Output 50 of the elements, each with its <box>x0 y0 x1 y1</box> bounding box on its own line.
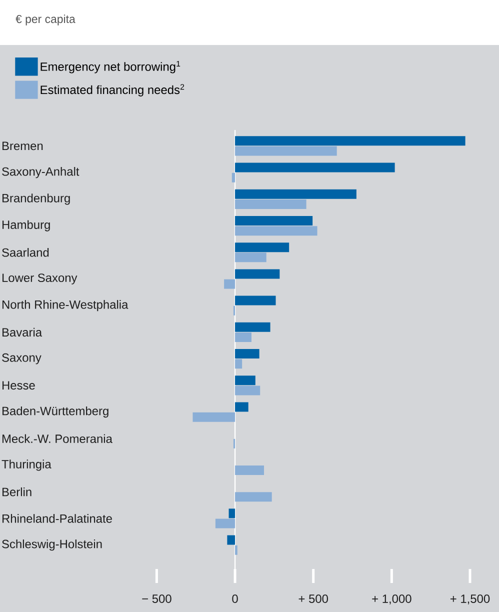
y-tick-label: Hesse <box>2 381 35 390</box>
x-tick-label: + 500 <box>298 594 328 603</box>
y-tick-label: Brandenburg <box>2 194 70 205</box>
x-tick-label: 0 <box>232 594 238 603</box>
bar <box>235 252 266 262</box>
bar <box>224 279 236 289</box>
bar <box>235 332 252 342</box>
y-tick-label: North Rhine-Westphalia <box>2 300 128 312</box>
bar <box>235 386 260 396</box>
bar <box>235 349 260 359</box>
x-tick-label: + 1,500 <box>450 594 490 604</box>
y-tick-label: Thuringia <box>2 460 52 471</box>
bar <box>235 269 280 279</box>
x-tick-label: + 1,000 <box>372 594 412 604</box>
y-tick-label: Saxony-Anhalt <box>2 167 80 178</box>
bar <box>235 359 242 369</box>
bar <box>235 322 270 332</box>
y-tick-label: Meck.-W. Pomerania <box>2 434 112 444</box>
bar <box>235 466 264 476</box>
bar <box>227 535 236 545</box>
bar <box>235 216 313 226</box>
bar <box>235 402 248 412</box>
y-tick-label: Rhineland-Palatinate <box>2 514 112 523</box>
y-tick-label: Saxony <box>2 353 42 364</box>
bar <box>235 376 256 386</box>
y-tick-label: Hamburg <box>2 220 50 232</box>
bar <box>235 162 395 172</box>
bar <box>215 518 236 528</box>
legend-label: Estimated financing needs$^{2}$ <box>40 84 184 96</box>
bar <box>235 492 272 502</box>
bar <box>235 199 306 209</box>
bar <box>235 226 318 236</box>
bar <box>235 296 276 306</box>
y-tick-label: Bavaria <box>2 328 42 337</box>
bar <box>235 189 356 199</box>
y-tick-label: Berlin <box>2 487 32 496</box>
bar <box>228 508 236 518</box>
y-tick-label: Baden-Württemberg <box>2 406 108 418</box>
bar <box>232 172 236 182</box>
bar <box>235 146 337 156</box>
bar <box>235 242 290 252</box>
legend-label: Emergency net borrowing$^{1}$ <box>40 60 180 74</box>
y-tick-label: Lower Saxony <box>2 274 78 284</box>
y-tick-label: Bremen <box>2 142 43 150</box>
y-tick-label: Schleswig-Holstein <box>2 539 102 551</box>
y-tick-label: Saarland <box>2 248 49 257</box>
x-tick-label: − 500 <box>142 594 172 603</box>
text: € per capita <box>16 14 76 26</box>
bar <box>192 412 236 422</box>
bar <box>235 136 466 146</box>
